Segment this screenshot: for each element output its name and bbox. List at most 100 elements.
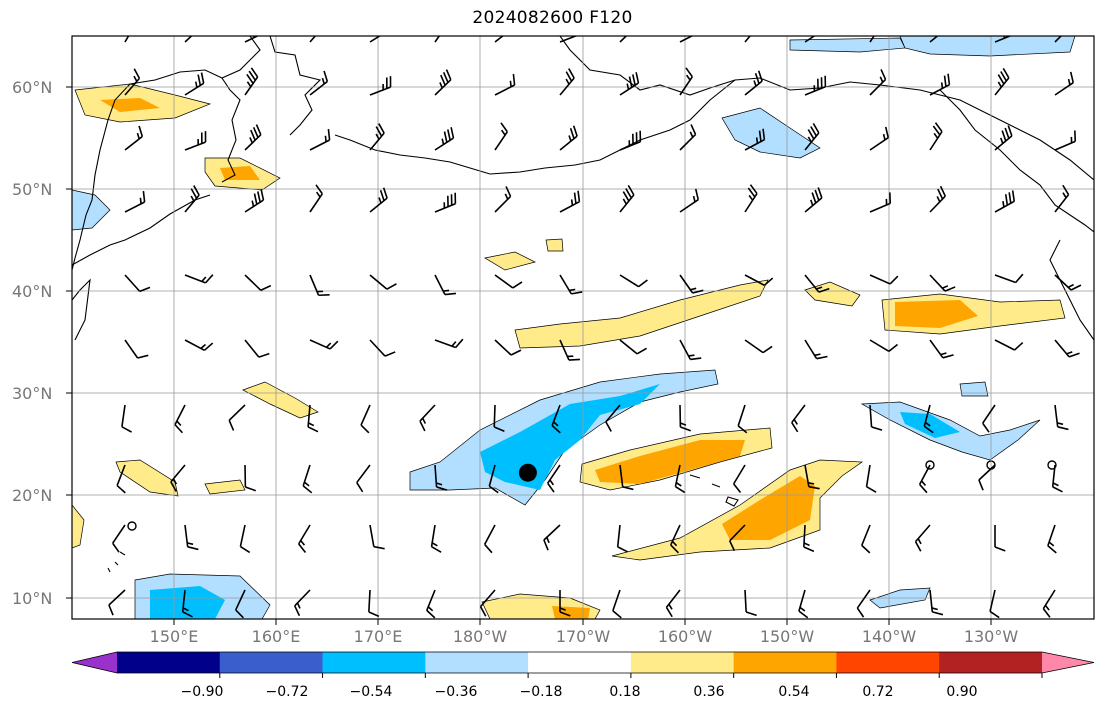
colorbar-label-4: −0.36 [434,684,478,700]
shade-yellow-wake [242,381,319,419]
wind-barb [244,124,262,151]
wind-barb [994,36,1012,43]
colorbar-segment [939,652,1043,673]
wind-barb [434,464,448,491]
shade-blue-north-2 [899,36,1076,57]
colorbar-segment [733,652,837,673]
wind-barb [124,339,149,359]
wind-barb [309,128,331,151]
colorbar-extend-high [1042,652,1094,673]
wind-barb [369,36,382,43]
wind-barb [121,404,132,433]
wind-barb [494,186,512,213]
wind-barb [559,125,578,151]
wind-barb [869,126,890,151]
wind-barb [1054,36,1063,43]
wind-barb [929,339,954,359]
axis-ticks [66,86,992,625]
coast-siberia [129,36,322,183]
colorbar-label-10: 0.90 [946,684,978,700]
wind-barb [170,464,186,492]
lon-label-170e: 170°E [353,627,403,646]
wind-barb [174,404,186,434]
wind-barb [559,339,580,361]
wind-barb [804,464,820,490]
lat-label-10: 10°N [12,589,53,608]
wind-barb [994,125,1013,151]
shade-yellow-band [514,279,769,349]
wind-barb [124,36,130,43]
wind-barb [559,36,578,43]
wind-barb [744,128,766,151]
anomaly-shading [72,36,1076,619]
chart-title: 2024082600 F120 [472,8,633,28]
lon-label-180w: 180°W [452,627,508,646]
coast-aleutians [334,134,491,175]
wind-barb [619,464,634,491]
colorbar-label-9: 0.72 [862,684,894,700]
wind-barb [619,36,628,43]
wind-barb [494,339,522,356]
wind-barb [674,464,686,494]
shade-yellow-small-b [545,238,564,252]
wind-barb [1054,274,1082,291]
colorbar-segment [117,652,221,673]
shade-blue-west [72,189,111,231]
wind-barb [679,124,697,151]
wind-barb [869,36,876,43]
wind-barb [744,339,773,354]
wind-barb [679,274,704,294]
wind-barb [369,123,385,151]
wind-barb [1054,184,1070,213]
wind-barb [918,464,931,494]
wind-barb [1051,464,1063,493]
colorbar-label-2: −0.72 [265,684,309,700]
wind-barb [234,589,246,619]
coast-islands-west [107,551,126,573]
wind-barb [929,73,951,96]
shade-orange-kuril [220,166,260,180]
coast-alaska-peninsula [489,79,736,175]
wind-barb [1047,524,1057,554]
wind-barb [994,273,1024,284]
wind-barb [994,525,1006,552]
wind-barb [994,190,1016,213]
wind-barb [669,524,681,554]
wind-barb [982,404,996,433]
wind-barb [434,192,457,213]
wind-barb [744,36,752,43]
wind-barb [309,339,339,350]
coast-hawaii [689,474,739,507]
wind-barb [559,190,581,213]
wind-barb [929,589,944,616]
wind-barb [1042,589,1056,618]
colorbar-label-7: 0.36 [693,684,725,700]
wind-barb [559,68,575,96]
wind-barb [494,122,508,151]
wind-barb [108,589,126,616]
wind-barb [543,524,561,551]
shade-yellow-west3 [204,479,246,495]
wind-barb [124,125,144,151]
colorbar-segment [425,652,529,673]
wind-barb [559,274,583,295]
wind-barb [929,36,939,43]
wind-barb [360,404,371,434]
wind-barb [309,184,323,213]
wind-barb [369,274,397,290]
colorbar-segment [630,652,735,673]
wind-barb [728,524,746,552]
wind-barb [369,339,396,357]
wind-barb [989,589,1000,619]
wind-barb [483,524,496,554]
wind-barb [1054,404,1069,431]
coast-alaska-north [559,36,1094,181]
island-circle-2 [925,460,935,470]
wind-barb [356,464,371,493]
wind-barbs [108,36,1082,619]
wind-barb [494,274,523,289]
shade-yellow-edge [72,504,85,549]
wind-barb [184,274,214,284]
wind-barb [244,67,259,96]
